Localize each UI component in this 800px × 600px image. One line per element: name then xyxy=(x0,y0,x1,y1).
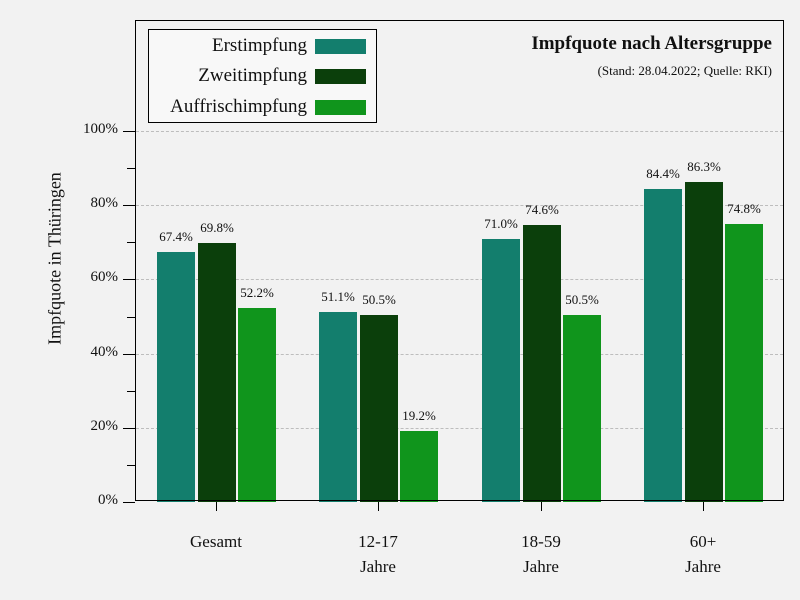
plot-frame xyxy=(135,20,784,501)
x-tick-label-line: 60+ xyxy=(689,532,717,551)
y-tick xyxy=(123,131,135,132)
x-tick xyxy=(541,502,542,511)
x-tick-label: 18-59 Jahre xyxy=(481,529,601,579)
y-tick xyxy=(127,317,135,318)
x-tick-label-line: Jahre xyxy=(360,557,396,576)
value-label: 71.0% xyxy=(484,215,518,231)
y-tick xyxy=(123,428,135,429)
gridline xyxy=(136,131,783,132)
bar-zweitimpfung xyxy=(523,225,561,502)
y-tick xyxy=(123,354,135,355)
y-tick xyxy=(123,279,135,280)
legend-label: Zweitimpfung xyxy=(198,65,307,86)
bar-auffrischimpfung xyxy=(400,430,438,502)
legend-swatch xyxy=(315,68,366,84)
legend-swatch xyxy=(315,38,366,54)
bar-zweitimpfung xyxy=(360,314,398,502)
legend-item-erstimpfung: Erstimpfung xyxy=(212,35,366,56)
x-tick-label: 12-17 Jahre xyxy=(318,529,438,579)
x-tick-label-line: 12-17 xyxy=(358,532,398,551)
chart-title: Impfquote nach Altersgruppe xyxy=(531,33,772,54)
value-label: 69.8% xyxy=(200,220,234,236)
y-tick-label: 0% xyxy=(98,492,118,508)
x-tick-label-line: Gesamt xyxy=(190,532,242,551)
y-tick xyxy=(127,391,135,392)
x-tick xyxy=(378,502,379,511)
value-label: 86.3% xyxy=(687,158,721,174)
gridline xyxy=(136,354,783,355)
y-tick xyxy=(127,465,135,466)
legend-item-auffrischimpfung: Auffrischimpfung xyxy=(170,96,366,117)
x-tick-label-line xyxy=(156,554,276,579)
value-label: 84.4% xyxy=(646,165,680,181)
y-tick-label: 40% xyxy=(90,344,119,360)
bar-auffrischimpfung xyxy=(238,308,276,502)
value-label: 50.5% xyxy=(362,291,396,307)
y-tick-label: 100% xyxy=(83,121,118,137)
bar-erstimpfung xyxy=(644,188,682,502)
legend-label: Erstimpfung xyxy=(212,35,307,56)
bar-erstimpfung xyxy=(157,251,195,502)
value-label: 74.6% xyxy=(525,202,559,218)
value-label: 74.8% xyxy=(727,201,761,217)
bar-erstimpfung xyxy=(319,312,357,502)
value-label: 51.1% xyxy=(321,289,355,305)
y-tick xyxy=(127,242,135,243)
bar-zweitimpfung xyxy=(685,181,723,502)
value-label: 19.2% xyxy=(402,407,436,423)
bar-erstimpfung xyxy=(482,238,520,502)
bar-auffrischimpfung xyxy=(563,314,601,502)
x-tick-label: Gesamt xyxy=(156,529,276,579)
x-tick-label-line: 18-59 xyxy=(521,532,561,551)
legend-label: Auffrischimpfung xyxy=(170,96,307,117)
y-tick-label: 80% xyxy=(90,195,119,211)
x-tick-label: 60+ Jahre xyxy=(643,529,763,579)
bar-zweitimpfung xyxy=(198,243,236,502)
chart-subtitle: (Stand: 28.04.2022; Quelle: RKI) xyxy=(597,63,772,78)
bar-auffrischimpfung xyxy=(725,224,763,502)
gridline xyxy=(136,428,783,429)
value-label: 52.2% xyxy=(240,285,274,301)
value-label: 67.4% xyxy=(159,228,193,244)
gridline xyxy=(136,279,783,280)
x-tick xyxy=(703,502,704,511)
y-tick xyxy=(123,205,135,206)
y-tick-label: 20% xyxy=(90,418,119,434)
legend-item-zweitimpfung: Zweitimpfung xyxy=(198,65,366,86)
gridline xyxy=(136,205,783,206)
y-tick xyxy=(123,502,135,503)
x-tick-label-line: Jahre xyxy=(523,557,559,576)
x-tick-label-line: Jahre xyxy=(685,557,721,576)
legend-swatch xyxy=(315,99,366,115)
y-tick-label: 60% xyxy=(90,269,119,285)
y-tick xyxy=(127,168,135,169)
x-tick xyxy=(216,502,217,511)
legend: Erstimpfung Zweitimpfung Auffrischimpfun… xyxy=(148,29,377,123)
value-label: 50.5% xyxy=(565,291,599,307)
